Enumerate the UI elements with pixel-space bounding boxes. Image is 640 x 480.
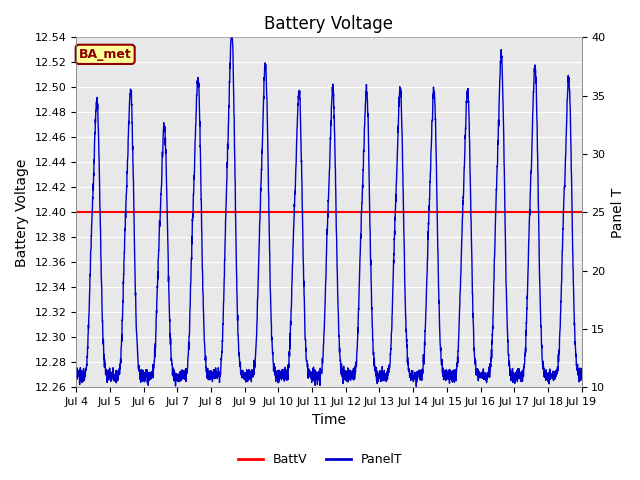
- X-axis label: Time: Time: [312, 413, 346, 427]
- Title: Battery Voltage: Battery Voltage: [264, 15, 394, 33]
- Y-axis label: Battery Voltage: Battery Voltage: [15, 158, 29, 266]
- Y-axis label: Panel T: Panel T: [611, 187, 625, 238]
- Legend: BattV, PanelT: BattV, PanelT: [232, 448, 408, 471]
- Text: BA_met: BA_met: [79, 48, 132, 61]
